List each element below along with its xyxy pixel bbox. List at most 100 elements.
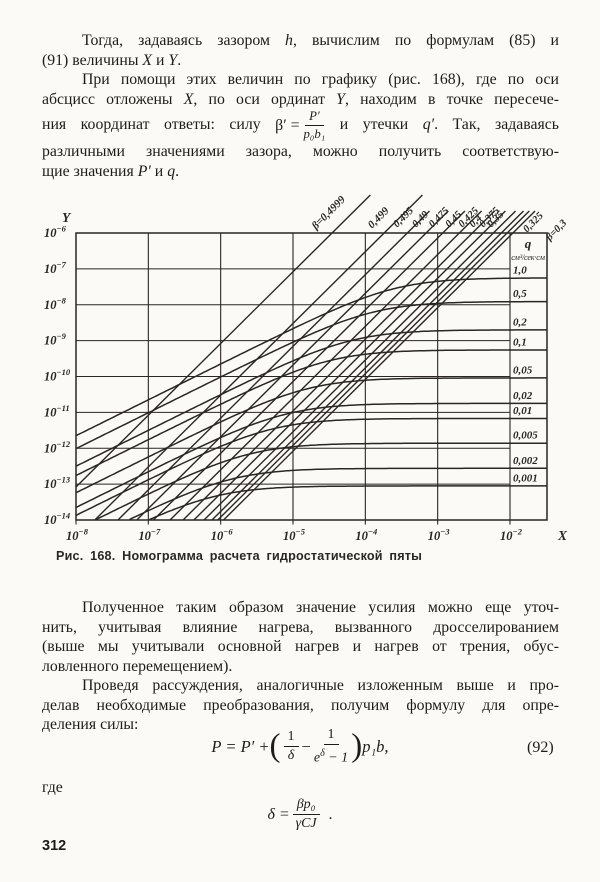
text-line: нить, учитывая влияние нагрева, вызванно… [42,618,559,638]
beta-line [193,210,506,521]
q-curve [149,485,547,521]
q-curve-label: 0,5 [513,288,527,300]
text-segment: Y [168,51,178,69]
q-curve [75,277,547,437]
x-tick-label: 10−5 [283,527,306,544]
beta-line-label: 0,325 [521,211,545,235]
y-axis-title: Y [62,210,72,225]
text-line: делав необходимые преобразования, получи… [42,696,559,716]
beta-line [211,210,524,521]
q-curve-label: 1,0 [513,264,527,276]
text-line: различными значениями зазора, можно полу… [42,142,559,162]
x-tick-label: 10−7 [138,527,161,544]
text-segment: , вычислим по формулам (85) и [292,32,559,49]
formula-lhs: P = P′ + [211,736,270,756]
beta-line [94,194,423,521]
paragraph-2: При помощи этих величин по графику (рис.… [42,70,559,181]
text-line: При помощи этих величин по графику (рис.… [42,70,559,90]
text-line: деления силы: [42,715,559,735]
figure-caption: Рис. 168. Номограмма расчета гидростатич… [56,549,423,563]
x-tick-label: 10−4 [355,527,377,544]
beta-line [182,210,496,521]
text-line: Тогда, задаваясь зазором h, вычислим по … [42,31,559,51]
text-segment: Проведя рассуждения, аналогичные изложен… [82,677,559,694]
y-tick-label: 10−9 [44,331,67,348]
equation-number: (92) [527,739,554,756]
delta-fraction: βp₀ γCJ [292,797,320,832]
x-axis-title: X [557,528,568,543]
q-curve-label: 0,1 [513,336,527,348]
text-segment: деления силы: [42,716,139,734]
x-tick-label: 10−2 [500,527,523,544]
text-segment: , находим в точке пересече- [344,90,559,108]
beta-line [75,194,371,488]
text-segment: X [183,90,194,108]
y-tick-label: 10−7 [44,259,67,276]
beta-line [223,210,536,521]
text-line: ловленного перемещением). [42,657,559,677]
q-curve-label: 0,2 [513,316,527,328]
text-segment: щие значения [42,162,138,180]
text-segment: h [285,32,293,49]
x-tick-label: 10−8 [66,527,89,544]
text-segment: Полученное таким образом значение усилия… [82,599,559,616]
paragraph-1: Тогда, задаваясь зазором h, вычислим по … [42,31,559,70]
x-tick-label: 10−6 [211,527,234,544]
where-label: где [42,779,63,796]
beta-line [203,210,517,521]
text-segment: различными значениями зазора, можно полу… [42,143,559,161]
y-tick-label: 10−6 [44,224,67,241]
q-curve-label: 0,001 [513,472,538,484]
text-line: Проведя рассуждения, аналогичные изложен… [42,676,559,696]
q-curve-label: 0,005 [513,430,538,442]
text-segment: делав необходимые преобразования, получи… [42,696,559,714]
page-number: 312 [42,838,67,854]
q-curve-label: 0,002 [513,455,538,467]
text-line: ния координат ответы: силу β′ = P′ p₀b₁ и… [42,109,559,142]
paragraph-3: Полученное таким образом значение усилия… [42,598,559,676]
text-segment: q [167,162,176,180]
y-tick-label: 10−8 [44,295,67,312]
q-curve [75,329,547,467]
text-segment: При помощи этих величин по графику (рис.… [82,71,559,88]
y-tick-label: 10−13 [44,475,71,492]
q-curve [129,467,547,521]
y-tick-label: 10−12 [44,439,71,456]
beta-line-label: β=0,4999 [309,193,348,232]
beta-line [117,210,430,521]
beta-line-label: 0,495 [392,206,416,230]
text-segment: P′ [137,162,151,180]
beta-line [152,210,466,521]
paragraph-4: Проведя рассуждения, аналогичные изложен… [42,676,559,735]
text-segment: . [177,51,182,69]
text-segment: и [150,162,168,180]
q-curve-label: 0,02 [513,390,533,402]
text-segment: (91) величины [42,51,143,69]
formula-tail: p₁b, [362,736,389,756]
q-column-header: q [525,236,532,251]
text-segment: . [175,162,180,180]
text-line: (выше мы учитывали основной нагрев и наг… [42,637,559,657]
text-segment: абсцисс отложены [42,90,184,108]
inline-fraction: β′ = P′ p₀b₁ [275,109,326,142]
q-curve [75,377,547,494]
beta-line [217,210,530,521]
text-line: щие значения P′ и q. [42,162,559,182]
text-segment: q′ [422,116,435,134]
text-segment: и утечки [325,116,423,134]
beta-line [169,210,483,521]
text-segment: и [152,51,169,69]
text-segment: ловленного перемещением). [42,657,233,675]
text-segment: нить, учитывая влияние нагрева, вызванно… [42,618,559,636]
q-curve [75,402,547,509]
fraction-1-over-edelta: 1 eδ − 1 [313,727,349,766]
q-curve [95,442,547,521]
text-segment: ния координат ответы: силу [42,116,276,134]
text-segment: , по оси ординат [193,90,337,108]
text-segment: . Так, задаваясь [434,116,560,134]
text-line: абсцисс отложены X, по оси ординат Y, на… [42,90,559,110]
x-tick-label: 10−3 [428,527,451,544]
